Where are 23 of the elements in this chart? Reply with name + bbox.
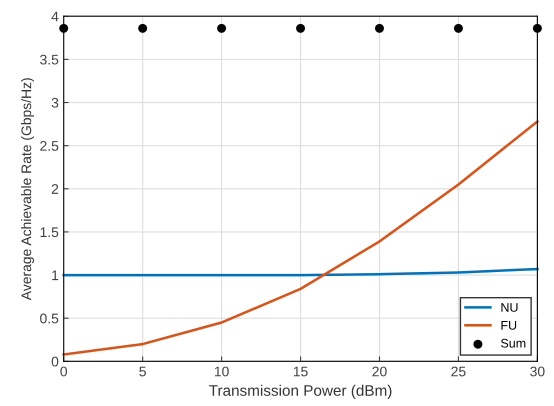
legend-label: Sum xyxy=(500,338,526,348)
legend-label: NU xyxy=(501,303,518,312)
x-tick-label: 5 xyxy=(139,366,146,376)
line-series xyxy=(62,120,539,356)
y-tick-label: 0 xyxy=(52,356,58,367)
y-axis-title: Average Achievable Rate (Gbps/Hz) xyxy=(21,78,34,300)
y-tick-label: 4 xyxy=(51,12,58,22)
line-series xyxy=(62,268,539,276)
x-axis-title: Transmission Power (dBm) xyxy=(209,384,392,399)
y-tick-label: 3 xyxy=(52,98,58,108)
y-tick-label: 3.5 xyxy=(40,54,58,65)
y-tick-label: 2 xyxy=(52,184,58,194)
legend-label: FU xyxy=(501,320,516,330)
y-tick-label: 1.5 xyxy=(40,227,58,238)
y-tick-label: 2.5 xyxy=(40,140,58,151)
y-tick-label: 1 xyxy=(52,270,58,280)
x-tick-label: 0 xyxy=(60,366,68,376)
x-tick-label: 20 xyxy=(372,366,387,376)
y-tick-label: 0.5 xyxy=(40,314,58,324)
x-tick-label: 25 xyxy=(451,366,466,376)
x-tick-label: 30 xyxy=(530,366,545,376)
x-tick-label: 15 xyxy=(294,366,308,376)
x-tick-label: 10 xyxy=(214,366,229,376)
